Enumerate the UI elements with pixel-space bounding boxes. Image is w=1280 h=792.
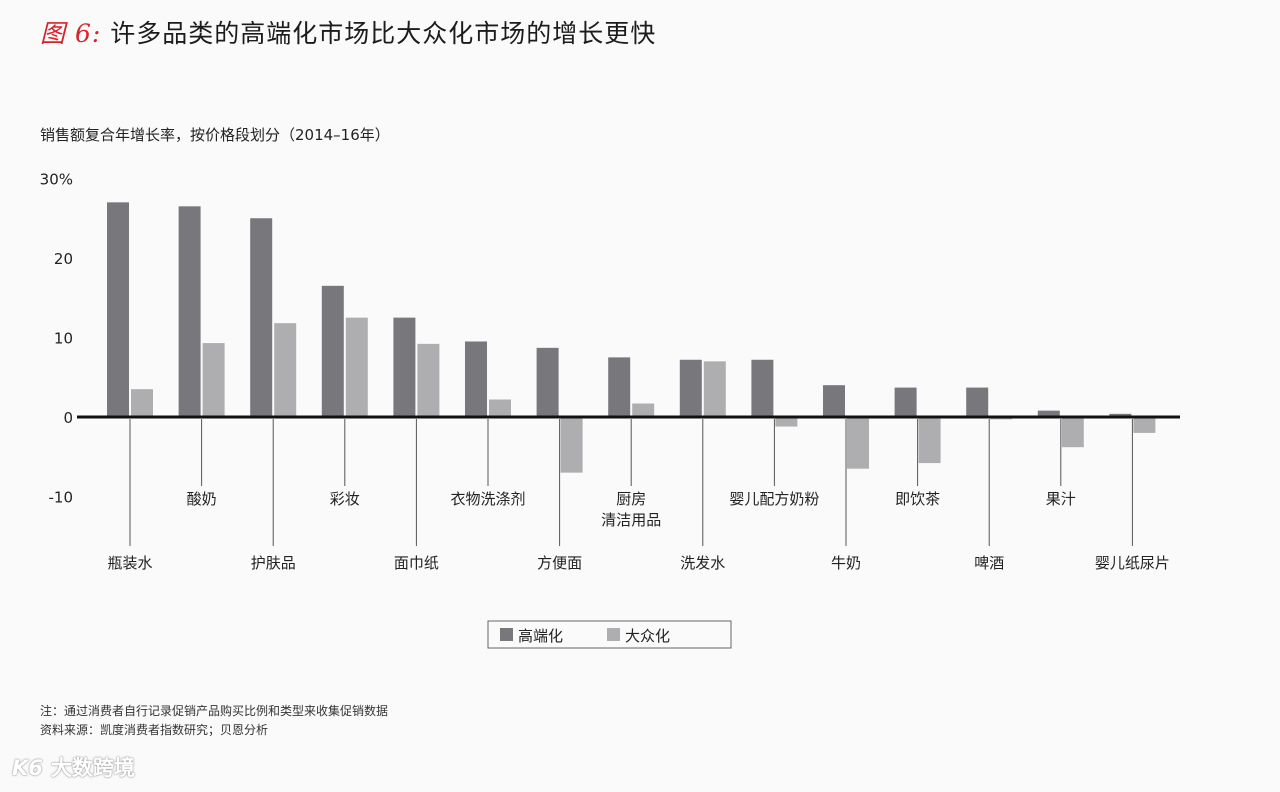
category-label: 衣物洗涤剂 — [450, 490, 525, 508]
bar-premium — [751, 359, 774, 417]
bar-premium — [536, 347, 559, 417]
bar-mass — [918, 417, 941, 464]
bar-mass — [202, 343, 225, 417]
category-label: 牛奶 — [831, 554, 861, 572]
legend-swatch — [500, 628, 513, 641]
watermark-logo: K6 — [12, 756, 43, 780]
title-text: 许多品类的高端化市场比大众化市场的增长更快 — [110, 19, 657, 48]
watermark-text: 大数跨境 — [50, 756, 135, 780]
bar-premium — [465, 341, 487, 417]
y-tick-label: 0 — [63, 409, 73, 427]
bar-premium — [823, 385, 845, 417]
bar-mass — [417, 343, 440, 417]
category-label: 婴儿配方奶粉 — [729, 490, 819, 508]
y-tick-label: 10 — [54, 330, 73, 348]
bar-premium — [966, 387, 989, 417]
legend-label: 高端化 — [518, 627, 563, 645]
category-label: 酸奶 — [187, 490, 217, 508]
y-tick-label: -10 — [49, 489, 74, 507]
bar-mass — [1061, 417, 1084, 448]
category-label-line: 彩妆 — [330, 490, 360, 508]
bar-mass — [560, 417, 583, 473]
category-label-line: 婴儿纸尿片 — [1095, 554, 1170, 572]
y-tick-label: 30% — [40, 171, 73, 189]
source-line: 资料来源：凯度消费者指数研究；贝恩分析 — [40, 723, 269, 737]
bar-premium — [178, 206, 201, 417]
bar-premium — [894, 387, 917, 417]
bar-premium — [1037, 410, 1060, 417]
bar-premium — [393, 317, 416, 417]
bar-mass — [345, 317, 368, 417]
bar-mass — [1133, 417, 1156, 433]
legend-box — [487, 620, 732, 649]
bar-premium — [608, 357, 631, 417]
category-label-line: 果汁 — [1046, 490, 1076, 508]
category-label: 方便面 — [537, 554, 582, 572]
category-label: 婴儿纸尿片 — [1095, 554, 1170, 572]
footnotes: 注：通过消费者自行记录促销产品购买比例和类型来收集促销数据 资料来源：凯度消费者… — [40, 702, 388, 740]
bar-mass — [131, 389, 153, 417]
bar-premium — [321, 285, 344, 417]
category-label-line: 方便面 — [537, 554, 582, 572]
category-label-line: 厨房 — [616, 490, 646, 508]
category-label-line: 清洁用品 — [601, 511, 661, 529]
category-label-line: 酸奶 — [187, 490, 217, 508]
bar-premium — [107, 202, 129, 417]
bar-mass — [703, 361, 726, 417]
category-label: 啤酒 — [974, 554, 1004, 572]
bar-premium — [250, 218, 273, 417]
category-label-line: 洗发水 — [680, 554, 725, 572]
category-label: 彩妆 — [330, 490, 360, 508]
y-tick-label: 20 — [54, 250, 73, 268]
figure-number: 图 6: — [40, 19, 102, 48]
category-label-line: 护肤品 — [251, 554, 296, 572]
bar-mass — [632, 403, 655, 417]
legend-swatch — [607, 628, 620, 641]
bar-mass — [489, 399, 511, 417]
category-label-line: 啤酒 — [974, 554, 1004, 572]
category-label: 即饮茶 — [895, 490, 940, 508]
note-line: 注：通过消费者自行记录促销产品购买比例和类型来收集促销数据 — [40, 704, 389, 718]
category-label-line: 婴儿配方奶粉 — [729, 490, 819, 508]
category-label: 洗发水 — [680, 554, 725, 572]
bar-mass — [847, 417, 869, 469]
chart-subtitle: 销售额复合年增长率，按价格段划分（2014–16年） — [40, 126, 390, 144]
legend-label: 大众化 — [625, 627, 670, 645]
bar-mass — [775, 417, 798, 427]
category-label-line: 牛奶 — [831, 554, 861, 572]
category-label-line: 即饮茶 — [895, 490, 940, 508]
category-label-line: 面巾纸 — [394, 554, 439, 572]
category-label: 厨房清洁用品 — [601, 490, 661, 529]
category-label-line: 瓶装水 — [107, 554, 152, 572]
category-label: 面巾纸 — [394, 554, 439, 572]
category-label: 瓶装水 — [107, 554, 152, 572]
chart-title: 图 6: 许多品类的高端化市场比大众化市场的增长更快 — [40, 14, 656, 50]
bar-mass — [274, 323, 297, 417]
category-label: 护肤品 — [251, 554, 296, 572]
bar-premium — [679, 359, 702, 417]
watermark: K6 大数跨境 — [12, 752, 135, 782]
bar-premium — [1109, 413, 1132, 417]
category-label-line: 衣物洗涤剂 — [450, 490, 525, 508]
category-label: 果汁 — [1046, 490, 1076, 508]
